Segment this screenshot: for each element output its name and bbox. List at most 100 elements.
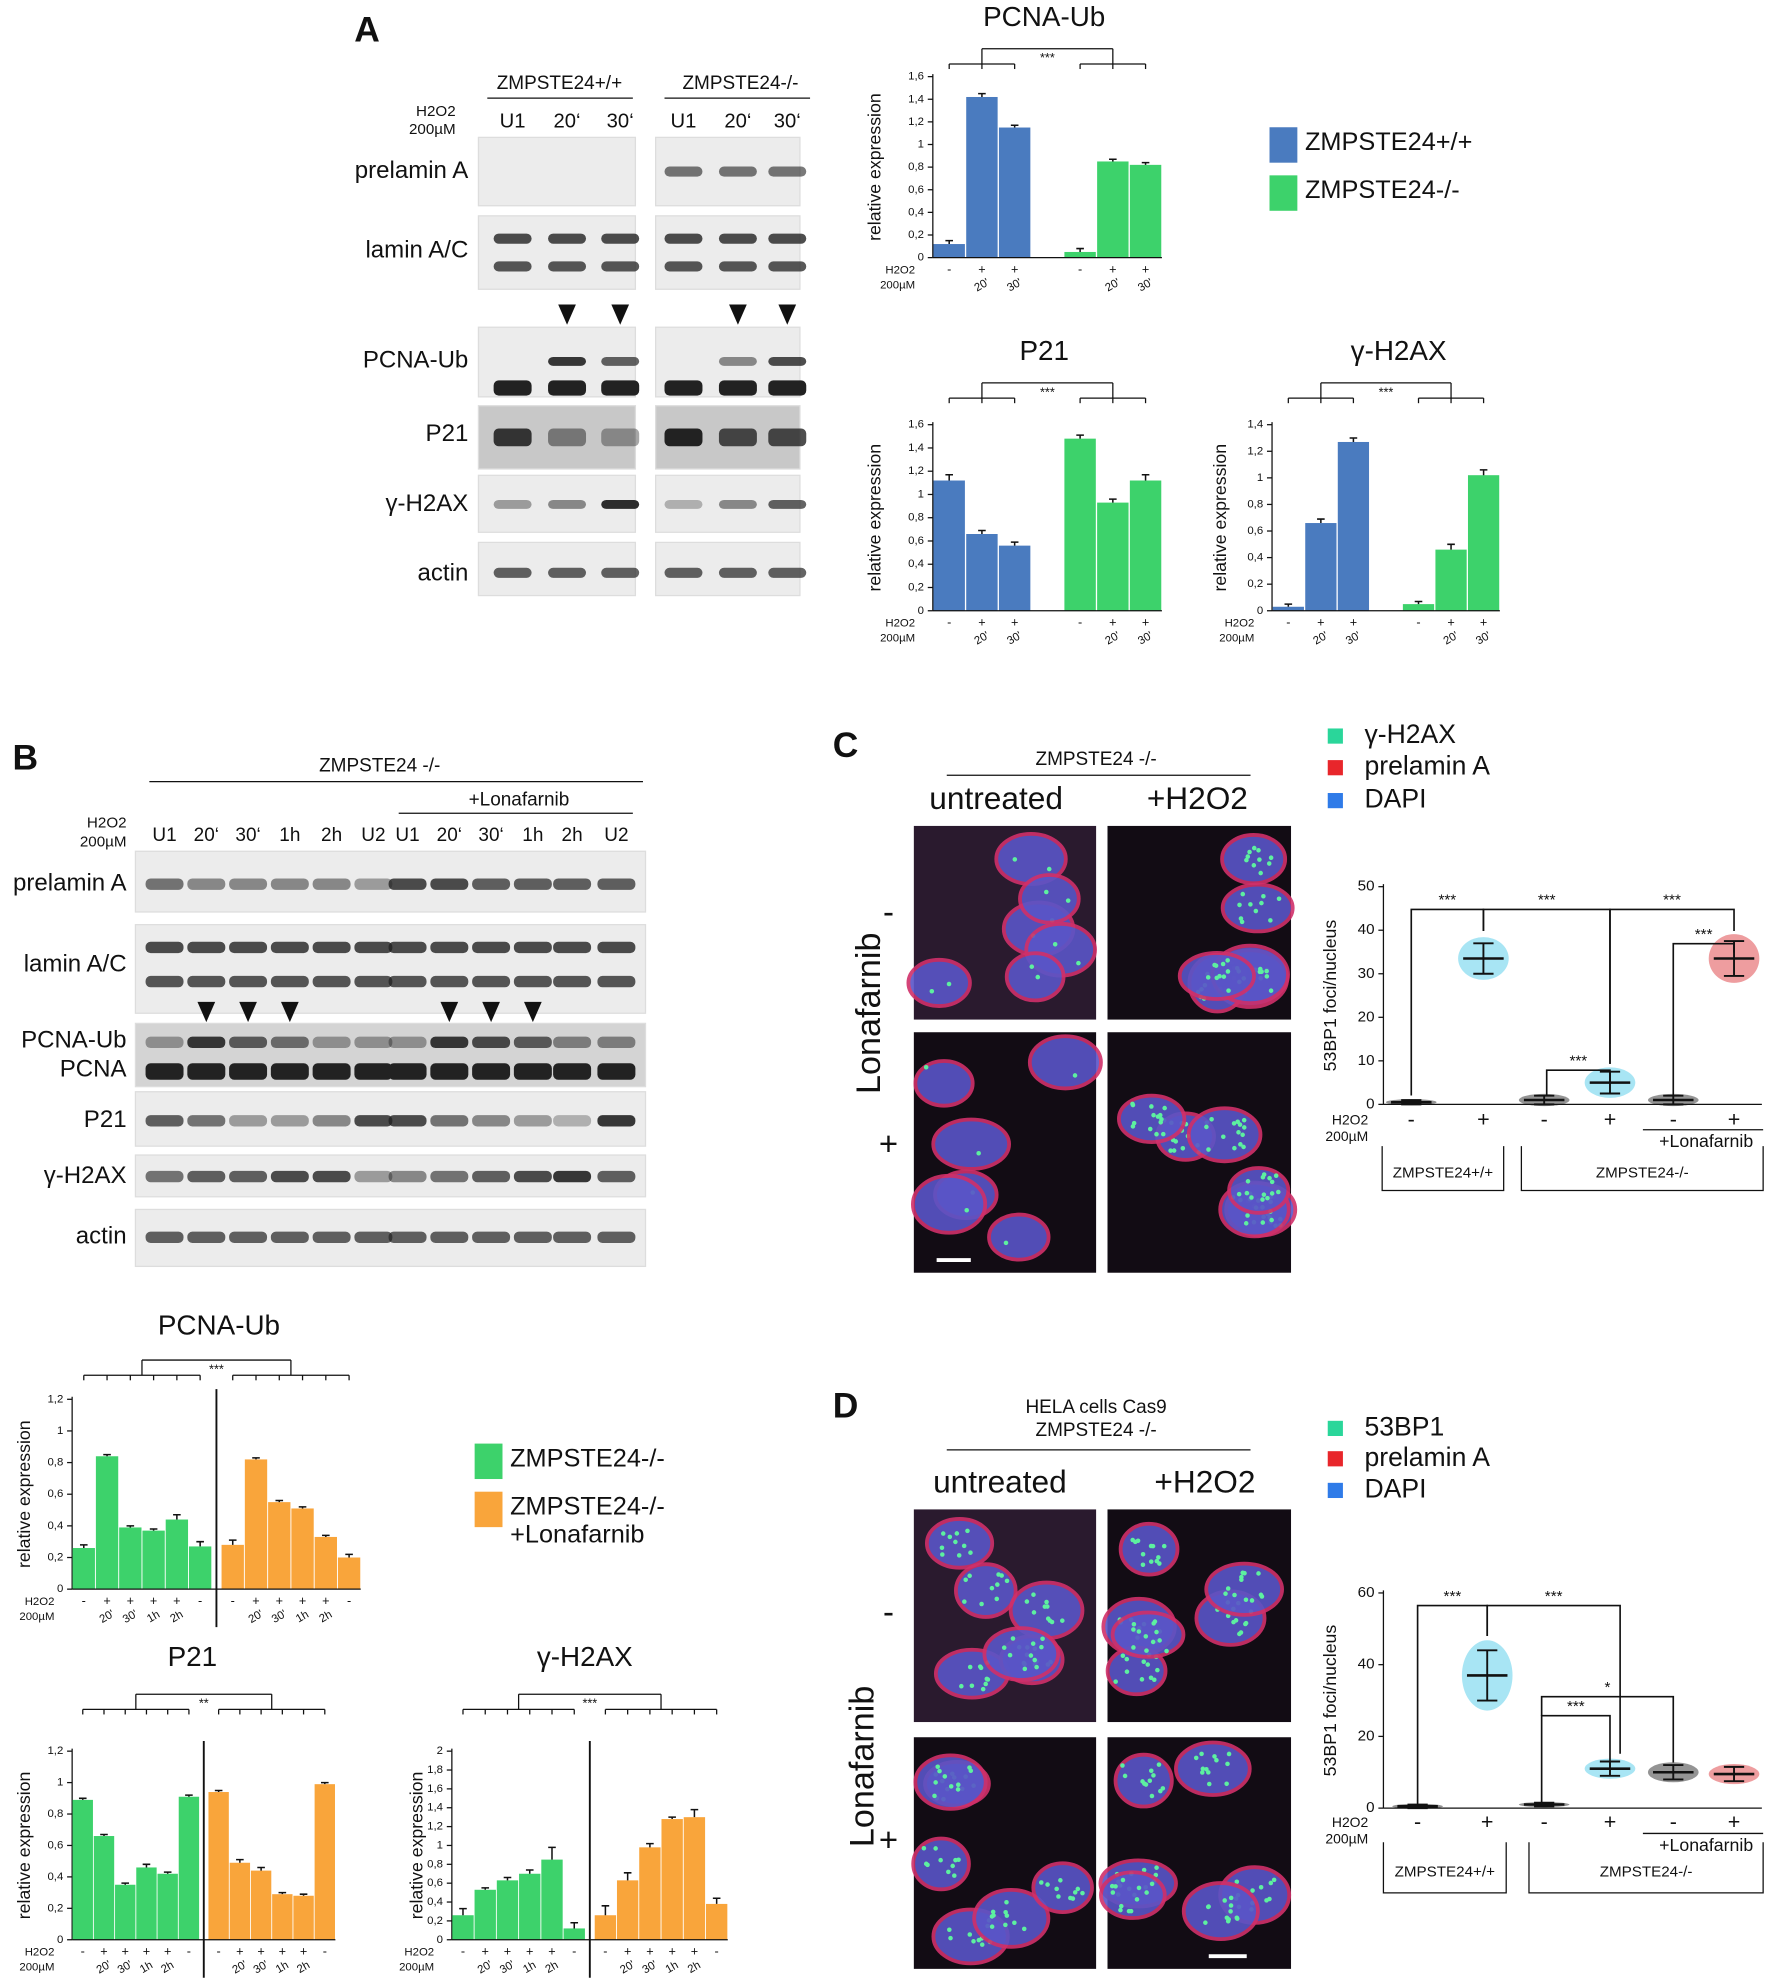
blot-band [388,941,427,954]
focus [947,1927,952,1933]
label: H2O2 [416,103,456,120]
label: 200µM [1325,1830,1368,1846]
focus [1148,1675,1154,1681]
blot-band [354,941,393,954]
focus [1021,1926,1027,1932]
focus [1243,1597,1249,1602]
label: 1h [138,1959,155,1976]
blot-band [513,1170,552,1183]
focus [1072,1890,1078,1895]
y-tick-label: 1,4 [427,1802,443,1814]
nucleus [1118,1521,1180,1577]
label: C [833,725,859,765]
focus [1156,1555,1161,1560]
label: - [82,1594,86,1608]
error-bar [1349,437,1358,442]
blot-band [430,878,469,890]
blot-band [187,941,226,954]
bar [616,1880,639,1940]
focus [1248,902,1253,907]
focus [1157,1561,1162,1566]
focus [1206,1147,1211,1152]
focus [1158,1120,1164,1125]
blot-band [768,356,807,366]
label: *** [1438,892,1456,909]
label: 20' [247,1608,266,1626]
blot-band [145,878,184,890]
label: 20' [95,1959,114,1977]
label: DAPI [1364,784,1426,814]
focus [1149,1104,1154,1109]
nucleus [954,1562,1018,1619]
error-bar [321,1781,329,1785]
label: ** [199,1697,209,1711]
label: + [164,1945,171,1959]
label: 20‘ [724,111,751,133]
bar [683,1817,706,1940]
label: relative expression [14,1420,34,1568]
blot-band [601,380,640,396]
arrowhead [197,1001,216,1023]
focus [1209,1117,1214,1122]
focus [1240,891,1246,897]
focus [939,1545,945,1551]
y-tick-label: 0,4 [908,558,924,570]
blot-band [229,1063,268,1080]
label: 1h [664,1959,681,1976]
focus [1249,1195,1254,1200]
focus [1003,1922,1008,1928]
blot-band [553,1115,592,1127]
blot-band [548,261,587,272]
bar [998,545,1031,611]
focus [1131,1645,1136,1650]
focus [1260,1220,1266,1225]
blot-band [718,500,757,509]
focus [1250,1888,1255,1893]
focus [1239,919,1245,925]
arrowhead [239,1001,257,1023]
focus [1157,1638,1162,1643]
label: + [978,263,985,277]
bracket [1410,908,1485,1096]
focus [969,1683,975,1689]
blot-band [718,356,757,366]
focus [1236,1130,1241,1135]
label: 20‘ [194,825,219,846]
error-bar [1076,247,1084,252]
focus [1224,1781,1229,1787]
label: 30' [640,1959,659,1977]
label: P21 [84,1106,127,1133]
focus [959,1683,964,1689]
nucleus [931,1117,1011,1171]
label: ZMPSTE24 -/- [1035,1420,1156,1441]
error-bar [1010,124,1019,128]
legend-label: ZMPSTE24-/- +Lonafarnib [510,1492,665,1549]
label: - [947,263,951,277]
label: prelamin A [1364,751,1490,781]
blot-band [718,261,757,272]
label: 20' [1103,630,1122,648]
label: P21 [426,420,469,447]
label: - [461,1945,465,1959]
focus [1032,1657,1037,1663]
legend-swatch [474,1491,503,1528]
focus [1234,1915,1240,1921]
error-bar [236,1858,244,1863]
error-bar [121,1882,130,1885]
bar [291,1508,314,1590]
focus [1140,1562,1146,1568]
label: + [1142,263,1149,277]
bar [933,244,965,258]
label: - [198,1594,202,1608]
bar [95,1456,119,1590]
label: 2h [317,1609,334,1626]
focus [1180,1146,1186,1151]
label: + [103,1594,110,1608]
blot-band [768,567,807,578]
blot-band [145,1036,184,1049]
focus [935,1764,940,1769]
error-bar [668,1816,676,1820]
bar [639,1847,661,1940]
focus [1130,1124,1136,1129]
nucleus [910,1173,988,1235]
